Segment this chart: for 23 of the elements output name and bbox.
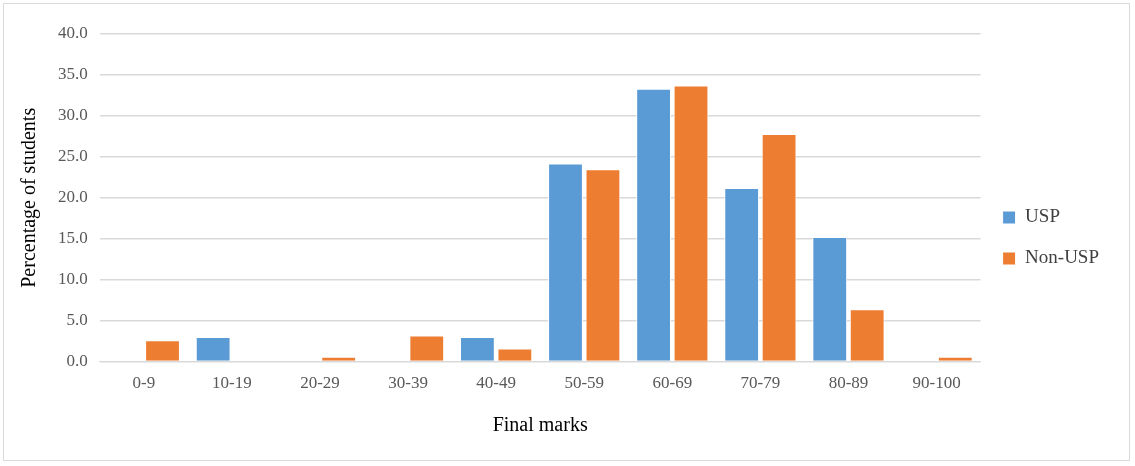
x-tick-label: 30-39 [388, 373, 428, 393]
x-tick-label: 70-79 [740, 373, 781, 393]
legend-label: USP [1025, 205, 1060, 227]
y-tick-label: 10.0 [58, 269, 88, 289]
x-tick-label: 60-69 [652, 373, 693, 393]
y-tick-label: 30.0 [58, 105, 88, 125]
y-tick-label: 35.0 [58, 64, 88, 84]
x-axis-title: Final marks [492, 413, 588, 436]
x-tick-label: 40-49 [476, 373, 516, 393]
y-tick-label: 15.0 [58, 228, 88, 248]
x-tick-label: 90-100 [912, 373, 961, 393]
x-tick-label: 0-9 [132, 373, 156, 393]
y-tick-label: 0.0 [66, 351, 88, 371]
y-tick-label: 40.0 [58, 23, 88, 43]
x-tick-label: 50-59 [564, 373, 605, 393]
y-axis-title: Percentage of students [17, 107, 41, 288]
x-tick-label: 10-19 [212, 373, 252, 393]
y-tick-label: 5.0 [66, 310, 88, 330]
y-tick-label: 25.0 [58, 146, 88, 166]
legend-label: Non-USP [1025, 246, 1099, 268]
x-tick-label: 20-29 [300, 373, 340, 393]
x-tick-label: 80-89 [828, 373, 869, 393]
y-tick-label: 20.0 [58, 187, 88, 207]
